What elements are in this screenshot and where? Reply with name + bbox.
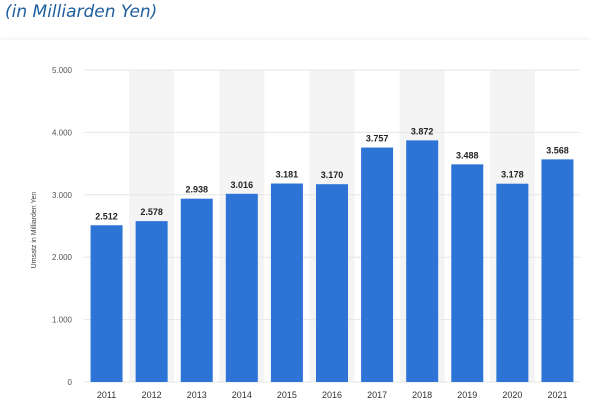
value-label: 2.578 [140,207,163,217]
y-tick-label: 0 [68,378,73,387]
x-tick-label: 2013 [187,390,207,400]
value-label: 3.178 [501,170,524,180]
value-label: 3.757 [366,134,389,144]
x-tick-label: 2014 [232,390,252,400]
value-labels: 2.512 2.578 2.938 3.016 3.181 3.170 3.757 3.872… [95,126,568,221]
bar [541,159,574,382]
x-tick-label: 2021 [547,390,567,400]
bar [361,147,394,382]
x-tick-label: 2020 [502,390,522,400]
y-axis-ticks: 0 1.000 2.000 3.000 4.000 5.000 [52,66,73,387]
bar-chart: 0 1.000 2.000 3.000 4.000 5.000 2.512 2.578 2.9… [31,66,580,400]
x-tick-label: 2018 [412,390,432,400]
bar [225,193,258,382]
value-label: 3.488 [456,150,479,160]
chart-card: 0 1.000 2.000 3.000 4.000 5.000 2.512 2.578 2.9… [0,40,591,407]
x-tick-label: 2016 [322,390,342,400]
bar [406,140,439,382]
bar [270,183,303,382]
y-tick-label: 3.000 [52,191,73,200]
value-label: 2.938 [185,185,208,195]
y-tick-label: 5.000 [52,66,73,75]
value-label: 3.568 [546,145,569,155]
bar [451,164,484,382]
x-tick-label: 2011 [97,390,116,400]
value-label: 3.181 [276,170,299,180]
y-tick-label: 1.000 [52,316,73,325]
y-axis-title: Umsatz in Milliarden Yen [31,192,38,269]
x-tick-label: 2019 [457,390,477,400]
bar [135,221,168,382]
bars [90,140,574,382]
x-axis-ticks: 2011 2012 2013 2014 2015 2016 2017 2018 2019 2020… [97,390,568,400]
y-tick-label: 2.000 [52,253,73,262]
chart-subtitle: (in Milliarden Yen) [5,2,158,22]
x-tick-label: 2015 [277,390,297,400]
bar [180,198,213,382]
bar [316,184,348,382]
value-label: 3.170 [321,170,344,180]
y-tick-label: 4.000 [52,128,73,137]
bar [496,183,529,382]
bar [90,225,123,382]
value-label: 2.512 [95,211,118,221]
value-label: 3.016 [231,180,254,190]
x-tick-label: 2017 [367,390,387,400]
x-tick-label: 2012 [142,390,162,400]
value-label: 3.872 [411,126,434,136]
